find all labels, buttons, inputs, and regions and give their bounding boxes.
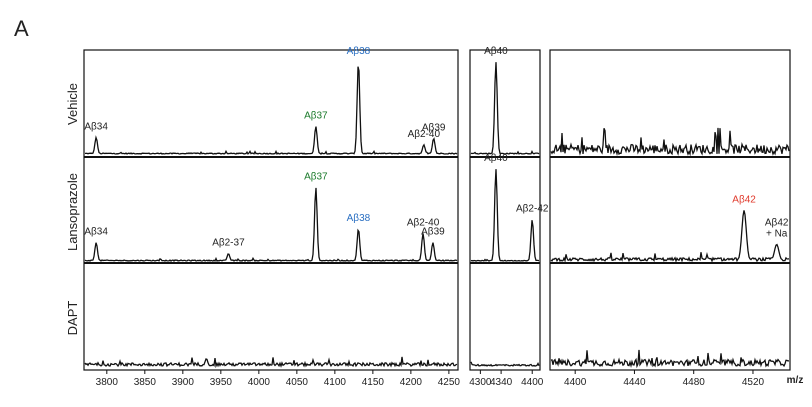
x-tick-label: 4440 <box>623 377 646 388</box>
row-label-vehicle: Vehicle <box>65 83 80 125</box>
peak-label-aβ34: Aβ34 <box>84 227 108 238</box>
row-label-dapt: DAPT <box>65 301 80 336</box>
spectrum-trace-vehicle-seg1 <box>85 66 458 155</box>
panel-frame-1 <box>83 49 459 371</box>
x-tick-label: 4400 <box>564 377 587 388</box>
spectrum-trace-lansoprazole-seg2 <box>470 169 540 262</box>
peak-label-aβ2-42: Aβ2-42 <box>516 204 549 215</box>
x-tick-label: 4100 <box>324 377 347 388</box>
peak-label-aβ42na: Aβ42 + Na <box>765 217 789 239</box>
x-tick-label: 3800 <box>96 377 119 388</box>
plot-layer: 3800 3850 3900 3950 4000 4050 4100 4150 4200 4250… <box>83 46 791 388</box>
peak-label-aβ2-40: Aβ2-40 <box>407 217 440 228</box>
x-tick-label: 4340 <box>490 377 513 388</box>
x-tick-label: 4050 <box>286 377 309 388</box>
x-tick-label: 4150 <box>362 377 385 388</box>
peak-label-aβ39: Aβ39 <box>422 122 446 133</box>
peak-label-aβ38: Aβ38 <box>347 46 371 57</box>
peak-label-aβ38: Aβ38 <box>347 213 371 224</box>
peak-label-aβ34: Aβ34 <box>84 121 108 132</box>
peak-label-aβ2-37: Aβ2-37 <box>212 238 245 249</box>
spectrum-trace-lansoprazole-seg3 <box>550 210 790 264</box>
spectrum-trace-vehicle-seg2 <box>470 62 540 155</box>
x-tick-label: 4480 <box>683 377 706 388</box>
peak-label-aβ2-40: Aβ2-40 <box>408 129 441 140</box>
x-tick-label: 4000 <box>248 377 271 388</box>
spectrum-trace-vehicle-seg3 <box>550 127 790 157</box>
x-tick-label: 4400 <box>521 377 544 388</box>
x-tick-label: 4200 <box>400 377 423 388</box>
peak-label-aβ37: Aβ37 <box>304 110 328 121</box>
x-tick-label: 4250 <box>438 377 461 388</box>
peak-label-aβ39: Aβ39 <box>421 227 445 238</box>
spectrum-trace-lansoprazole-seg1 <box>84 187 458 263</box>
peak-label-aβ40: Aβ40 <box>484 46 508 57</box>
x-tick-label: 3850 <box>134 377 157 388</box>
x-unit-label: m/z <box>787 375 804 386</box>
spectrum-trace-dapt-seg3 <box>550 349 790 369</box>
spectrum-trace-dapt-seg1 <box>84 356 458 369</box>
x-tick-label: 4300 <box>469 377 492 388</box>
panel-frame-3 <box>549 49 791 371</box>
peak-label-aβ40: Aβ40 <box>484 153 508 164</box>
peak-label-aβ42: Aβ42 <box>732 194 756 205</box>
row-label-lansoprazole: Lansoprazole <box>65 173 80 251</box>
peak-label-aβ37: Aβ37 <box>304 171 328 182</box>
x-tick-label: 4520 <box>742 377 765 388</box>
x-tick-label: 3950 <box>210 377 233 388</box>
x-tick-label: 3900 <box>172 377 195 388</box>
panel-letter: A <box>14 16 29 41</box>
panel-frame-2 <box>469 49 541 371</box>
spectrum-trace-dapt-seg2 <box>470 361 540 367</box>
